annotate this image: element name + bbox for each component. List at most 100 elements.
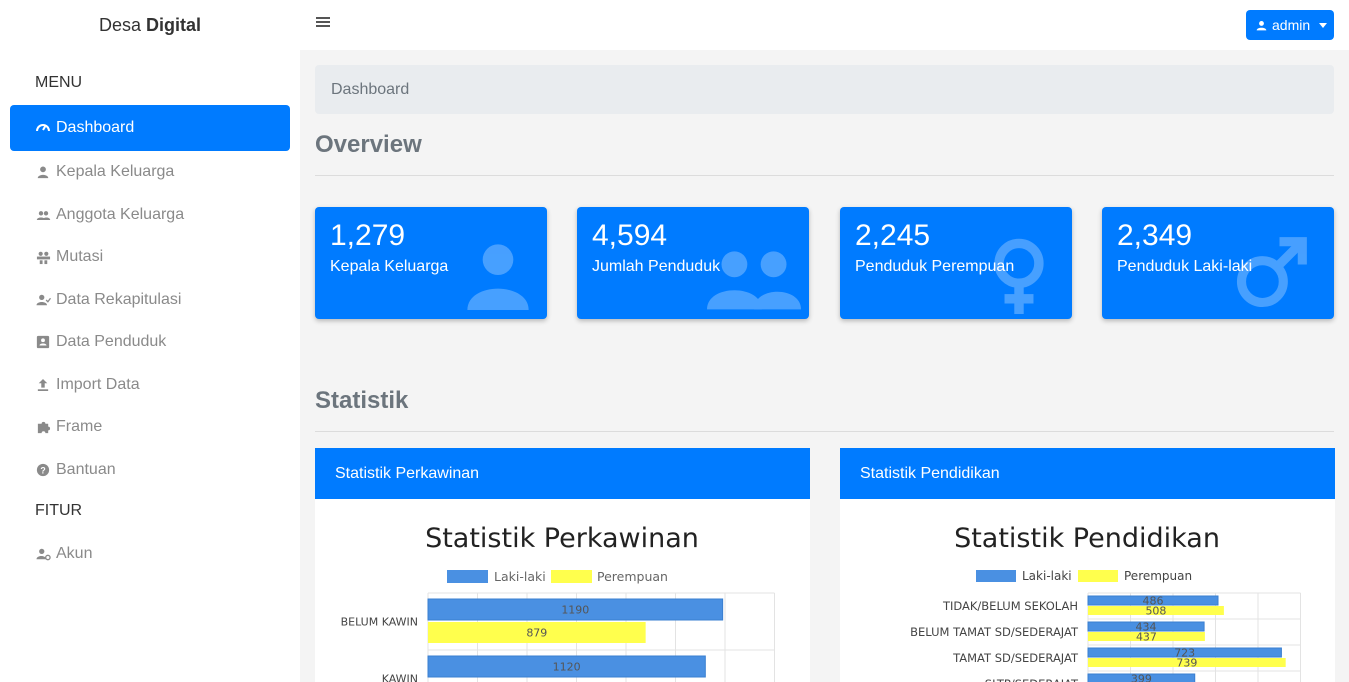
- data-label: 739: [1176, 657, 1197, 670]
- category-label: BELUM TAMAT SD/SEDERAJAT: [910, 625, 1079, 639]
- brand-prefix: Desa: [98, 15, 141, 35]
- chart-perkawinan: Statistik Perkawinan Laki-laki Perempuan…: [341, 523, 775, 682]
- card-label: Penduduk Laki-laki: [1117, 258, 1253, 275]
- user-icon: [1256, 20, 1267, 31]
- data-label: 723: [1174, 647, 1195, 660]
- sidebar-item-import-data[interactable]: Import Data: [0, 364, 300, 407]
- puzzle-icon: [35, 419, 51, 435]
- bar: [1087, 673, 1196, 682]
- people-swap-icon: [35, 249, 51, 265]
- sidebar-item-label: Dashboard: [56, 119, 135, 136]
- panel-title: Statistik Perkawinan: [315, 448, 810, 499]
- bar: [1087, 621, 1205, 632]
- summary-cards: 1,279 Kepala Keluarga 4,594 Jumlah Pendu…: [315, 207, 1334, 319]
- category-label: KAWIN: [382, 673, 418, 682]
- card-label: Jumlah Penduduk: [592, 258, 721, 275]
- legend-label-perempuan[interactable]: Perempuan: [1124, 569, 1192, 583]
- menu-toggle-icon[interactable]: [316, 17, 330, 31]
- sidebar-item-label: Import Data: [56, 375, 140, 393]
- help-circle-icon: ?: [35, 462, 51, 478]
- category-label: TAMAT SD/SEDERAJAT: [952, 651, 1079, 665]
- divider: [315, 431, 1334, 432]
- topbar: admin: [300, 0, 1349, 50]
- legend-label-laki-laki[interactable]: Laki-laki: [1022, 569, 1072, 583]
- category-label: SLTP/SEDERAJAT: [985, 677, 1079, 682]
- sidebar-item-data-penduduk[interactable]: Data Penduduk: [0, 321, 300, 364]
- menu-heading: MENU: [35, 74, 83, 91]
- card-jumlah-penduduk[interactable]: 4,594 Jumlah Penduduk: [577, 207, 809, 319]
- svg-text:?: ?: [40, 465, 45, 475]
- sidebar-item-akun[interactable]: Akun: [0, 533, 300, 576]
- chart-title: Statistik Perkawinan: [425, 523, 699, 554]
- chart-title: Statistik Pendidikan: [954, 523, 1220, 554]
- data-label: 1190: [561, 604, 589, 617]
- brand-bold: Digital: [146, 15, 202, 35]
- card-label: Penduduk Perempuan: [855, 258, 1015, 275]
- card-penduduk-perempuan[interactable]: 2,245 Penduduk Perempuan: [840, 207, 1072, 319]
- sidebar-item-kepala-keluarga[interactable]: Kepala Keluarga: [0, 151, 300, 194]
- card-value: 4,594: [592, 219, 668, 252]
- legend-swatch-laki-laki: [447, 570, 488, 583]
- person-check-icon: [35, 292, 51, 308]
- data-label: 1120: [553, 661, 581, 674]
- card-label: Kepala Keluarga: [330, 258, 449, 275]
- sidebar-item-label: Frame: [56, 418, 103, 436]
- card-penduduk-laki-laki[interactable]: 2,349 Penduduk Laki-laki: [1102, 207, 1334, 319]
- category-label: TIDAK/BELUM SEKOLAH: [942, 599, 1078, 613]
- bar: [1088, 658, 1286, 667]
- main-content: Dashboard Overview 1,279 Kepala Keluarga…: [315, 65, 1335, 682]
- panel-statistik-pendidikan: Statistik Pendidikan Statistik Pendidika…: [840, 448, 1335, 682]
- people-icon: [707, 246, 801, 315]
- sidebar-item-label: Akun: [56, 545, 93, 563]
- user-dropdown-button[interactable]: admin: [1246, 10, 1334, 40]
- sidebar-item-label: Bantuan: [56, 460, 116, 478]
- chart-pendidikan: Statistik Pendidikan Laki-laki Perempuan…: [910, 523, 1301, 682]
- card-kepala-keluarga[interactable]: 1,279 Kepala Keluarga: [315, 207, 547, 319]
- sidebar-item-label: Kepala Keluarga: [56, 163, 175, 181]
- brand-logo[interactable]: Desa Digital: [0, 0, 300, 50]
- user-name: admin: [1272, 17, 1311, 33]
- card-value: 2,349: [1117, 219, 1193, 252]
- sidebar-item-label: Data Rekapitulasi: [56, 290, 182, 308]
- statistik-title: Statistik: [315, 387, 409, 414]
- sidebar-item-label: Mutasi: [56, 248, 104, 266]
- bar: [427, 598, 724, 621]
- legend-swatch-perempuan: [1078, 570, 1118, 582]
- sidebar-item-dashboard[interactable]: Dashboard: [10, 105, 290, 151]
- card-value: 2,245: [855, 219, 931, 252]
- data-label: 508: [1145, 605, 1166, 618]
- sidebar-item-anggota-keluarga[interactable]: Anggota Keluarga: [0, 194, 300, 237]
- male-icon: [1232, 236, 1308, 317]
- person-icon: [463, 240, 533, 315]
- bar: [1088, 606, 1224, 615]
- data-label: 437: [1136, 631, 1157, 644]
- data-label: 434: [1136, 621, 1157, 634]
- bar: [1087, 595, 1219, 606]
- bar: [427, 655, 706, 678]
- breadcrumb: Dashboard: [315, 65, 1334, 114]
- person-icon: [35, 164, 51, 180]
- bar: [1087, 647, 1282, 658]
- female-icon: [990, 238, 1048, 319]
- sidebar-item-data-rekapitulasi[interactable]: Data Rekapitulasi: [0, 279, 300, 322]
- people-icon: [35, 207, 51, 223]
- panel-title: Statistik Pendidikan: [840, 448, 1335, 499]
- data-label: 399: [1131, 673, 1152, 682]
- legend-swatch-laki-laki: [976, 570, 1016, 582]
- overview-title: Overview: [315, 131, 422, 158]
- bar: [1088, 632, 1205, 641]
- chevron-down-icon: [1319, 22, 1328, 28]
- id-card-icon: [35, 334, 51, 350]
- fitur-heading: FITUR: [35, 502, 83, 519]
- person-gear-icon: [35, 546, 51, 562]
- sidebar-item-bantuan[interactable]: ? Bantuan: [0, 449, 300, 492]
- legend-label-laki-laki[interactable]: Laki-laki: [494, 569, 546, 584]
- legend-swatch-perempuan: [551, 570, 592, 583]
- bar: [428, 622, 646, 643]
- divider: [315, 175, 1334, 176]
- legend-label-perempuan[interactable]: Perempuan: [597, 569, 668, 584]
- sidebar: Desa Digital MENU Dashboard Kepala Kelua…: [0, 0, 300, 682]
- panel-statistik-perkawinan: Statistik Perkawinan Statistik Perkawina…: [315, 448, 810, 682]
- sidebar-item-frame[interactable]: Frame: [0, 406, 300, 449]
- sidebar-item-mutasi[interactable]: Mutasi: [0, 236, 300, 279]
